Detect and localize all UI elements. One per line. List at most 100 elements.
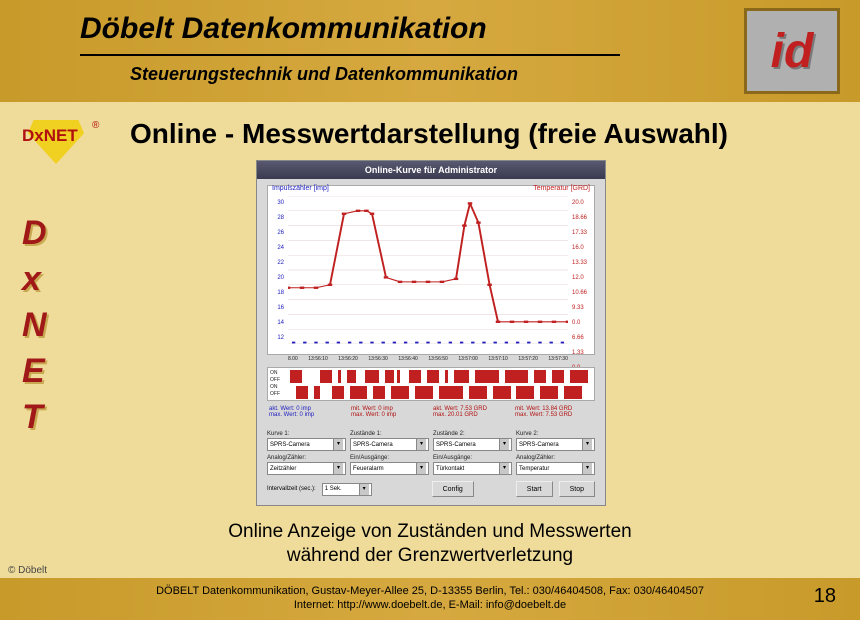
config-label: Ein/Ausgänge: xyxy=(433,455,512,461)
config-select[interactable]: SPRS-Camera▾ xyxy=(516,438,595,451)
onoff-bar xyxy=(415,386,433,399)
plot-area xyxy=(288,196,568,344)
y-left-tick: 20 xyxy=(272,271,284,286)
x-tick: 13:56:40 xyxy=(398,356,417,362)
config-field: Zustände 1:SPRS-Camera▾ xyxy=(350,431,429,451)
page-title: Online - Messwertdarstellung (freie Ausw… xyxy=(130,118,830,150)
status-cell: mit. Wert: 13.84 GRDmax. Wert: 7.53 GRD xyxy=(513,405,595,427)
config-field: Ein/Ausgänge:Feueralarm▾ xyxy=(350,455,429,475)
side-letter: T xyxy=(22,394,47,440)
y-right-tick: 10.66 xyxy=(572,286,590,301)
x-tick: 13:56:50 xyxy=(428,356,447,362)
stop-button[interactable]: Stop xyxy=(559,481,595,497)
config-value: SPRS-Camera xyxy=(436,442,476,448)
y-left-ticks: 30282624222018161412 xyxy=(272,196,284,346)
config-field: Ein/Ausgänge: Türkontakt ▾ xyxy=(433,455,512,475)
x-tick: 13:56:10 xyxy=(308,356,327,362)
status-row: akt. Wert: 0 impmax. Wert: 0 imp mit. Wer… xyxy=(267,405,595,427)
header-title: Döbelt Datenkommunikation xyxy=(80,12,487,46)
interval-select[interactable]: 1 Sek. ▾ xyxy=(322,483,372,496)
chevron-down-icon: ▾ xyxy=(333,439,343,450)
status-cell: akt. Wert: 7.53 GRDmax. 20.01 GRD xyxy=(431,405,513,427)
side-letter: E xyxy=(22,348,47,394)
chevron-down-icon: ▾ xyxy=(582,439,592,450)
x-tick: 13:57:10 xyxy=(488,356,507,362)
header-divider xyxy=(80,54,620,56)
config-select[interactable]: SPRS-Camera ▾ xyxy=(433,438,512,451)
config-select[interactable]: SPRS-Camera ▾ xyxy=(267,438,346,451)
config-label: Analog/Zähler: xyxy=(267,455,346,461)
caption-line-1: Online Anzeige von Zuständen und Messwer… xyxy=(130,520,730,544)
footer-band: DÖBELT Datenkommunikation, Gustav-Meyer-… xyxy=(0,578,860,620)
chevron-down-icon: ▾ xyxy=(499,463,509,474)
chevron-down-icon: ▾ xyxy=(582,463,592,474)
embedded-window: Online-Kurve für Administrator Impulszäh… xyxy=(256,160,606,506)
y-left-tick: 18 xyxy=(272,286,284,301)
bottom-controls: Intervallzeit (sec.): 1 Sek. ▾ Config St… xyxy=(267,481,595,497)
chart-svg xyxy=(288,196,568,344)
caption: Online Anzeige von Zuständen und Messwer… xyxy=(130,520,730,568)
y-right-tick: 1.33 xyxy=(572,346,590,361)
status-cell: akt. Wert: 0 impmax. Wert: 0 imp xyxy=(267,405,349,427)
chevron-down-icon: ▾ xyxy=(499,439,509,450)
onoff-bar xyxy=(338,370,341,383)
onoff-bar xyxy=(540,386,558,399)
onoff-row xyxy=(290,370,588,384)
config-field: Kurve 1:SPRS-Camera▾ xyxy=(267,431,346,451)
status-line: max. Wert: 7.53 GRD xyxy=(515,412,593,418)
y-left-tick: 16 xyxy=(272,301,284,316)
onoff-label: OFF xyxy=(270,377,280,384)
config-label: Zustände 1: xyxy=(350,431,429,437)
status-line: max. 20.01 GRD xyxy=(433,412,511,418)
onoff-bar xyxy=(365,370,380,383)
config-select[interactable]: Türkontakt ▾ xyxy=(433,462,512,475)
onoff-bar xyxy=(475,370,499,383)
config-field: Zustände 2:SPRS-Camera▾ xyxy=(433,431,512,451)
onoff-bar xyxy=(296,386,308,399)
onoff-bar xyxy=(564,386,582,399)
config-select[interactable]: Temperatur ▾ xyxy=(516,462,595,475)
onoff-label: OFF xyxy=(270,391,280,398)
onoff-bar xyxy=(385,370,394,383)
config-value: Temperatur xyxy=(519,466,549,472)
y-left-axis-label: Impulszähler [imp] xyxy=(272,185,329,192)
y-right-tick: 9.33 xyxy=(572,301,590,316)
y-left-tick: 28 xyxy=(272,211,284,226)
chart-area: Impulszähler [imp] Temperatur [GRD] 3028… xyxy=(267,185,595,355)
config-select[interactable]: Zeitzähler▾ xyxy=(267,462,346,475)
config-field: Analog/Zähler:Zeitzähler▾ xyxy=(267,455,346,475)
y-right-tick: 0.0 xyxy=(572,316,590,331)
dxnet-reg: ® xyxy=(92,120,99,131)
dxnet-logo: DxNET ® xyxy=(18,116,118,164)
chevron-down-icon: ▾ xyxy=(359,484,369,495)
config-value: SPRS-Camera xyxy=(270,442,310,448)
config-button[interactable]: Config xyxy=(432,481,474,497)
y-right-axis-label: Temperatur [GRD] xyxy=(533,185,590,192)
config-select[interactable]: SPRS-Camera▾ xyxy=(350,438,429,451)
y-left-tick: 26 xyxy=(272,226,284,241)
y-left-tick: 30 xyxy=(272,196,284,211)
onoff-bars xyxy=(290,368,588,400)
footer-line-2: Internet: http://www.doebelt.de, E-Mail:… xyxy=(0,598,860,612)
onoff-bar xyxy=(320,370,332,383)
config-select[interactable]: Feueralarm▾ xyxy=(350,462,429,475)
config-label: Kurve 2: xyxy=(516,431,595,437)
y-right-tick: 18.66 xyxy=(572,211,590,226)
x-tick: 13:57:20 xyxy=(518,356,537,362)
onoff-bar xyxy=(347,370,356,383)
slide: Döbelt Datenkommunikation Steuerungstech… xyxy=(0,0,860,620)
onoff-label: ON xyxy=(270,370,280,377)
chevron-down-icon: ▾ xyxy=(416,463,426,474)
y-right-ticks: 20.018.6617.3316.013.3312.010.669.330.06… xyxy=(572,196,590,346)
config-field: Kurve 2:SPRS-Camera▾ xyxy=(516,431,595,451)
y-right-tick: 6.66 xyxy=(572,331,590,346)
onoff-row xyxy=(290,386,588,400)
logo-box: id xyxy=(744,8,840,94)
onoff-bar xyxy=(505,370,529,383)
status-line: max. Wert: 0 imp xyxy=(351,412,429,418)
page-number: 18 xyxy=(814,585,836,608)
onoff-bar xyxy=(409,370,421,383)
config-value: Türkontakt xyxy=(436,466,464,472)
y-left-tick: 12 xyxy=(272,331,284,346)
start-button[interactable]: Start xyxy=(516,481,553,497)
